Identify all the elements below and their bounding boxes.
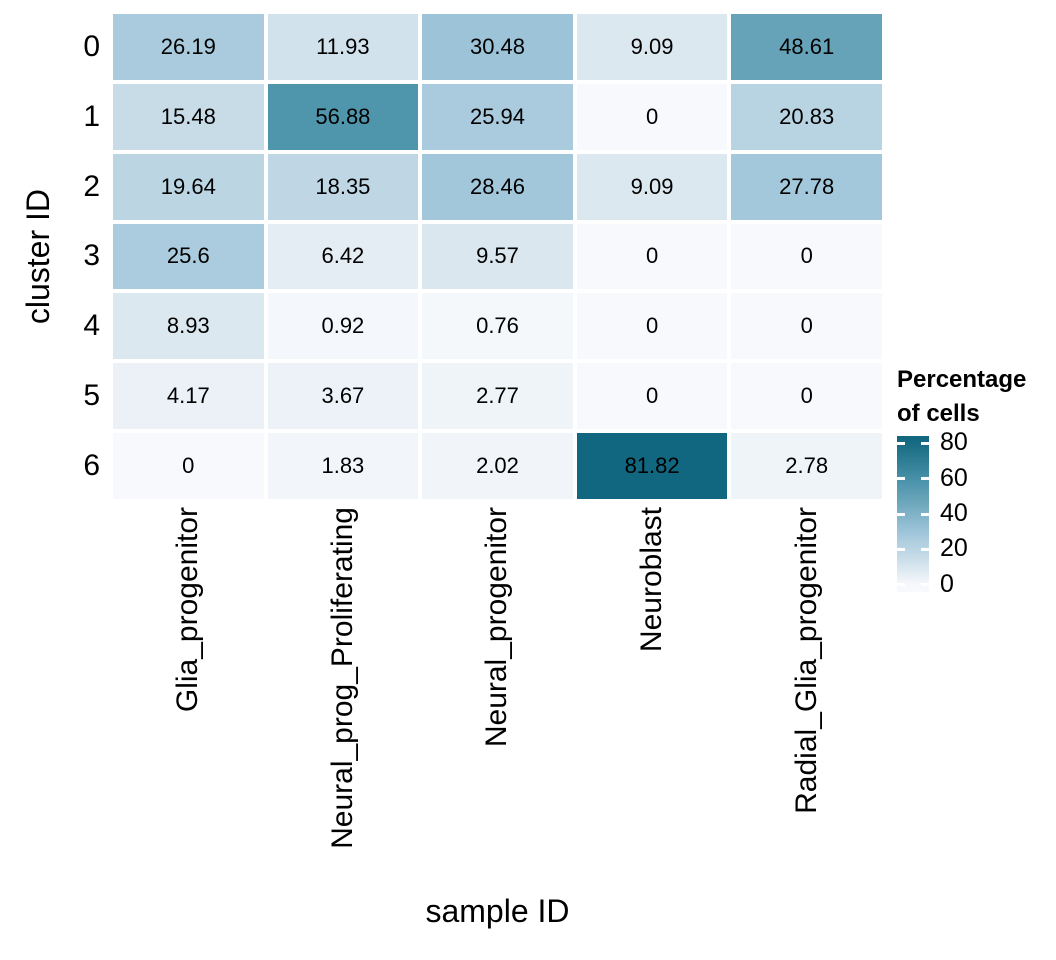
heatmap-cell: 0 xyxy=(576,363,728,430)
legend-tick-label: 80 xyxy=(940,428,968,456)
legend-tick-label: 40 xyxy=(940,499,968,527)
heatmap-cell: 26.19 xyxy=(113,14,264,80)
heatmap-cell: 9.57 xyxy=(422,223,573,290)
heatmap-cell: 28.46 xyxy=(422,153,573,220)
heatmap-cell: 0.92 xyxy=(267,293,419,360)
legend-tick-label: 60 xyxy=(940,463,968,492)
heatmap-cell: 0 xyxy=(731,363,882,430)
x-tick-label: Neural_prog_Proliferating xyxy=(325,507,359,849)
x-tick-label: Glia_progenitor xyxy=(171,507,205,713)
heatmap-cell: 2.02 xyxy=(422,433,573,499)
heatmap-cell: 0 xyxy=(731,223,882,290)
legend-tick-mark xyxy=(897,512,905,516)
heatmap-cell: 81.82 xyxy=(576,433,728,499)
heatmap-grid: 26.19 11.93 30.48 9.09 48.61 15.48 56.88 25.94 0… xyxy=(113,14,882,499)
heatmap-cell: 56.88 xyxy=(267,83,419,150)
x-tick-label: Radial_Glia_progenitor xyxy=(789,507,823,814)
heatmap-cell: 48.61 xyxy=(731,14,882,80)
heatmap-cell: 0 xyxy=(576,293,728,360)
heatmap-cell: 0 xyxy=(731,293,882,360)
y-axis-ticks: 0 1 2 3 4 5 6 xyxy=(0,14,100,499)
heatmap-cell: 20.83 xyxy=(731,83,882,150)
x-tick-label: Neural_progenitor xyxy=(480,507,514,748)
heatmap-cell: 6.42 xyxy=(267,223,419,290)
legend-tick-mark xyxy=(921,512,929,516)
heatmap-cell: 25.94 xyxy=(422,83,573,150)
heatmap-cell: 11.93 xyxy=(267,14,419,80)
legend-tick-mark xyxy=(897,477,905,480)
heatmap-cell: 25.6 xyxy=(113,223,264,290)
legend-tick-mark xyxy=(921,547,929,551)
y-tick-label: 4 xyxy=(83,309,100,343)
legend-tick-label: 0 xyxy=(940,569,954,598)
heatmap-cell: 1.83 xyxy=(267,433,419,499)
x-axis-title: sample ID xyxy=(425,893,570,929)
y-tick-label: 0 xyxy=(83,29,100,63)
legend-tick-mark xyxy=(921,441,929,445)
y-tick-label: 5 xyxy=(83,379,100,413)
heatmap-cell: 27.78 xyxy=(731,153,882,220)
heatmap-cell: 30.48 xyxy=(422,14,573,80)
y-tick-label: 2 xyxy=(83,169,100,203)
heatmap-cell: 4.17 xyxy=(113,363,264,430)
x-axis-ticks: Glia_progenitor Neural_prog_Proliferating… xyxy=(113,507,882,885)
legend-title-line2: of cells xyxy=(897,400,980,427)
heatmap-cell: 9.09 xyxy=(576,14,728,80)
heatmap-cell: 0 xyxy=(576,223,728,290)
legend-tick-mark xyxy=(897,547,905,551)
heatmap-cell: 19.64 xyxy=(113,153,264,220)
heatmap-cell: 2.77 xyxy=(422,363,573,430)
y-tick-label: 1 xyxy=(83,99,100,133)
heatmap-cell: 18.35 xyxy=(267,153,419,220)
legend-title-line1: Percentage xyxy=(897,366,1027,393)
heatmap-cell: 2.78 xyxy=(731,433,882,499)
heatmap-cell: 0 xyxy=(113,433,264,499)
heatmap-cell: 3.67 xyxy=(267,363,419,430)
heatmap-cell: 8.93 xyxy=(113,293,264,360)
heatmap-cell: 0.76 xyxy=(422,293,573,360)
legend-tick-mark xyxy=(921,477,929,480)
y-tick-label: 6 xyxy=(83,449,100,483)
legend-tick-mark xyxy=(921,583,929,587)
legend-tick-label: 20 xyxy=(940,534,968,563)
x-tick-label: Neuroblast xyxy=(635,507,669,653)
heatmap-cell: 9.09 xyxy=(576,153,728,220)
legend-title: Percentage of cells xyxy=(897,363,1026,431)
legend-tick-mark xyxy=(897,441,905,445)
y-tick-label: 3 xyxy=(83,239,100,273)
heatmap-cell: 15.48 xyxy=(113,83,264,150)
legend-tick-mark xyxy=(897,583,905,587)
heatmap-cell: 0 xyxy=(576,83,728,150)
